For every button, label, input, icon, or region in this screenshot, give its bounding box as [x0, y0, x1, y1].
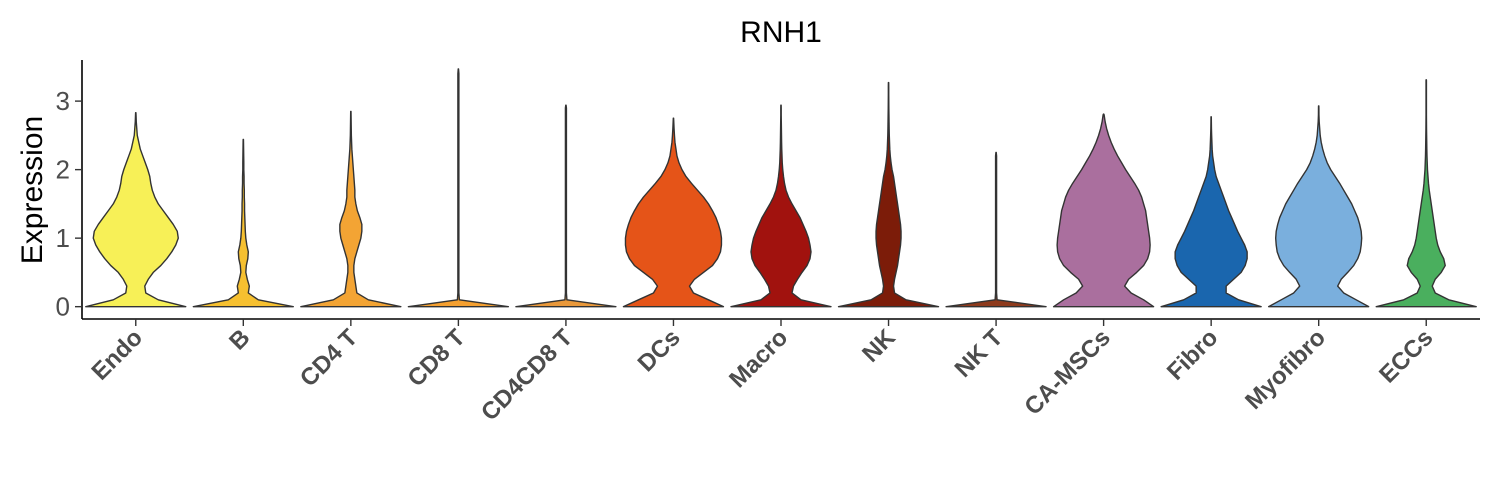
violin-myofibro — [1267, 105, 1370, 308]
x-tick-label: Macro — [724, 324, 793, 393]
violin-cd8-t — [407, 68, 510, 308]
x-tick-label: CD8 T — [403, 324, 471, 392]
x-tick-label: Myofibro — [1240, 324, 1331, 415]
x-tick-label: NK T — [950, 324, 1009, 383]
x-tick-label: ECCs — [1374, 324, 1438, 388]
violin-ca-mscs — [1052, 113, 1155, 308]
violin-cd4-t — [300, 110, 402, 308]
violin-group — [85, 68, 1477, 308]
x-tick-label: B — [224, 324, 255, 355]
violin-cd4cd8-t — [515, 104, 617, 308]
x-tick-label: CD4CD8 T — [476, 324, 578, 426]
violin-nk — [837, 81, 940, 308]
x-tick-label: NK — [857, 324, 901, 368]
x-tick-label: CA-MSCs — [1019, 324, 1115, 420]
x-tick-label: Fibro — [1162, 324, 1224, 386]
x-tick-label: CD4 T — [295, 324, 363, 392]
x-tick-label: Endo — [86, 324, 148, 386]
y-tick-label: 0 — [56, 292, 70, 322]
y-axis-label: Expression — [16, 116, 49, 264]
violin-macro — [730, 104, 832, 308]
x-axis: Endo B CD4 T CD8 T CD4CD8 T DCs Macro NK NK T CA-… — [82, 318, 1480, 426]
violin-fibro — [1160, 116, 1262, 308]
y-tick-label: 1 — [56, 223, 70, 253]
violin-b — [192, 138, 295, 308]
y-axis: 0 1 2 3 — [56, 60, 83, 322]
chart-title: RNH1 — [740, 16, 822, 49]
x-tick-label: DCs — [633, 324, 686, 377]
y-tick-label: 3 — [56, 86, 70, 116]
y-tick-label: 2 — [56, 155, 70, 185]
violin-dcs — [622, 117, 725, 308]
violin-endo — [85, 112, 187, 308]
violin-nk-t — [945, 151, 1047, 308]
violin-eccs — [1375, 79, 1477, 308]
